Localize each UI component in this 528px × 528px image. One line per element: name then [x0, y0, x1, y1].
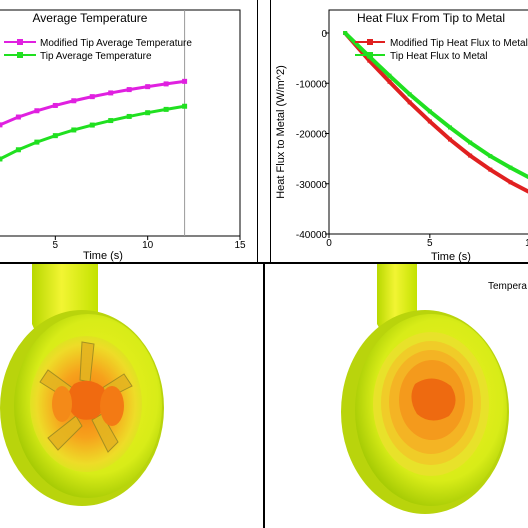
x-axis-label: Time (s)	[431, 251, 471, 262]
data-point	[34, 139, 40, 145]
data-point	[448, 125, 452, 130]
plot-frame	[328, 9, 528, 235]
data-point	[145, 84, 151, 90]
data-point	[468, 153, 473, 158]
legend: Modified Tip Heat Flux to Metal Tip Heat…	[355, 38, 528, 62]
data-point	[71, 127, 77, 133]
plot-frame	[0, 9, 241, 237]
contour-hot-core	[411, 378, 456, 421]
x-tick-label: 10	[142, 240, 154, 251]
legend-marker-tip	[17, 52, 23, 58]
y-tick-label: -30000	[296, 180, 328, 191]
data-point	[468, 140, 473, 145]
x-tick-label: 10	[525, 238, 528, 249]
data-point	[448, 137, 452, 142]
data-point	[34, 108, 40, 114]
data-point	[15, 147, 21, 153]
mesh-hot-spot	[100, 386, 124, 426]
data-point	[0, 156, 3, 162]
heat-flux-panel[interactable]: Heat Flux From Tip to Metal Heat Flux to…	[271, 0, 528, 262]
plot-area	[0, 9, 241, 237]
horizontal-divider	[0, 262, 528, 264]
data-point	[508, 180, 513, 185]
data-point	[387, 79, 392, 84]
data-point	[52, 102, 58, 108]
data-point	[89, 94, 95, 100]
data-point	[163, 106, 169, 112]
data-point	[108, 90, 114, 96]
modified-tip-3d-view[interactable]	[0, 264, 263, 528]
y-tick-label: 0	[321, 29, 327, 40]
data-point	[367, 58, 372, 63]
y-tick-label: -10000	[296, 79, 328, 90]
x-tick-label: 0	[326, 238, 332, 249]
data-point	[163, 81, 169, 87]
data-point	[508, 165, 513, 170]
legend-marker-tip	[367, 52, 373, 58]
average-temperature-chart[interactable]: Average Temperature Time (s) 5 10 15 Modif…	[0, 0, 257, 262]
y-axis-label: Heat Flux to Metal (W/m^2)	[275, 65, 287, 199]
data-point	[71, 98, 77, 104]
chart-title: Average Temperature	[33, 11, 148, 25]
legend: Modified Tip Average Temperature Tip Ave…	[4, 38, 192, 62]
mesh-warm-spot	[52, 386, 72, 422]
data-point	[52, 133, 58, 139]
data-point	[15, 114, 21, 120]
y-tick-label: -20000	[296, 130, 328, 141]
x-axis-label: Time (s)	[83, 250, 123, 262]
color-legend-label: Tempera	[488, 281, 527, 292]
chart-background	[271, 0, 528, 262]
vertical-divider-top-right	[270, 0, 271, 262]
tip-render[interactable]: Tempera	[265, 264, 528, 528]
heat-flux-chart[interactable]: Heat Flux From Tip to Metal Heat Flux to…	[271, 0, 528, 262]
data-point	[343, 31, 348, 35]
data-point	[126, 113, 132, 119]
average-temperature-panel[interactable]: Average Temperature Time (s) 5 10 15 Modif…	[0, 0, 257, 262]
tip-3d-view[interactable]: Tempera	[265, 264, 528, 528]
data-point	[182, 103, 188, 109]
modified-tip-render[interactable]	[0, 264, 263, 528]
data-point	[182, 78, 188, 84]
x-tick-label: 5	[53, 240, 59, 251]
y-tick-label: -40000	[296, 230, 328, 241]
data-point	[407, 92, 412, 97]
legend-marker-modified	[17, 39, 23, 45]
legend-marker-modified	[367, 39, 373, 45]
legend-label-modified: Modified Tip Heat Flux to Metal	[390, 38, 528, 49]
data-point	[108, 118, 114, 124]
data-point	[488, 154, 493, 159]
data-point	[89, 122, 95, 128]
x-tick-label: 5	[427, 238, 433, 249]
chart-background	[0, 0, 257, 262]
data-point	[407, 100, 412, 105]
legend-label-modified: Modified Tip Average Temperature	[40, 38, 192, 49]
legend-label-tip: Tip Average Temperature	[40, 51, 152, 62]
data-point	[145, 110, 151, 116]
data-point	[387, 73, 392, 78]
data-point	[126, 87, 132, 93]
data-point	[0, 122, 3, 128]
data-point	[427, 119, 432, 124]
vertical-divider-bottom	[263, 264, 265, 528]
x-tick-label: 15	[234, 240, 246, 251]
data-point	[488, 167, 493, 172]
series-line-1	[343, 31, 528, 180]
chart-title: Heat Flux From Tip to Metal	[357, 11, 505, 25]
series-line-0	[343, 31, 528, 194]
vertical-divider-top-left	[257, 0, 258, 262]
legend-label-tip: Tip Heat Flux to Metal	[390, 51, 487, 62]
plot-area	[328, 9, 528, 235]
data-point	[427, 109, 432, 114]
mesh-hot-core	[67, 380, 106, 420]
